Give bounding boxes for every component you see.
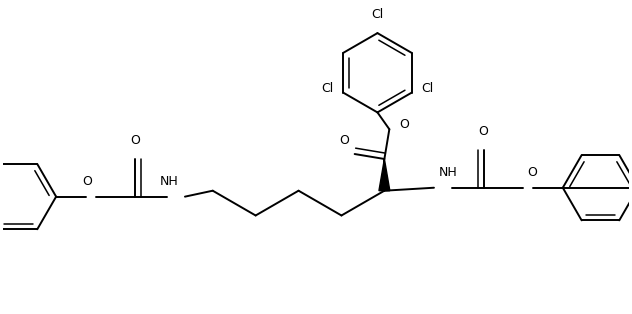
Polygon shape xyxy=(379,159,390,191)
Text: O: O xyxy=(339,134,349,147)
Text: Cl: Cl xyxy=(321,82,333,95)
Text: Cl: Cl xyxy=(372,8,384,21)
Text: O: O xyxy=(478,125,489,138)
Text: O: O xyxy=(130,134,140,147)
Text: O: O xyxy=(399,118,409,131)
Text: O: O xyxy=(82,175,92,188)
Text: NH: NH xyxy=(159,175,178,188)
Text: Cl: Cl xyxy=(422,82,434,95)
Text: O: O xyxy=(527,166,537,179)
Text: NH: NH xyxy=(439,166,458,179)
